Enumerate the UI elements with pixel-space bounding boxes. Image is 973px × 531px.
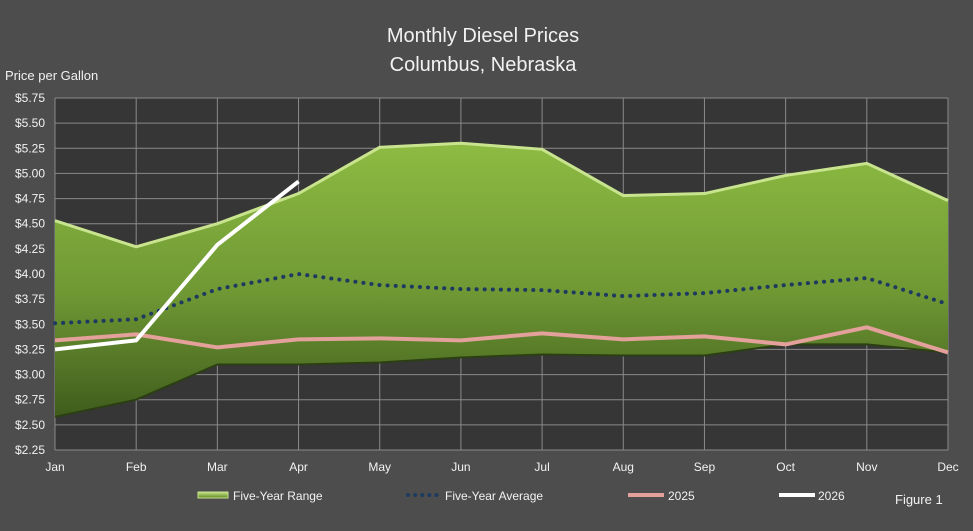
y-tick-label: $2.25 xyxy=(15,443,45,457)
y-tick-label: $5.25 xyxy=(15,141,45,155)
y-tick-label: $4.75 xyxy=(15,192,45,206)
legend-label-2026: 2026 xyxy=(818,489,845,503)
x-tick-label: Aug xyxy=(613,460,634,474)
y-tick-label: $2.75 xyxy=(15,393,45,407)
five-year-range-layer xyxy=(54,141,949,418)
legend: Five-Year Range Five-Year Average 2025 2… xyxy=(197,489,845,503)
y-tick-label: $5.50 xyxy=(15,116,45,130)
y-tick-label: $4.25 xyxy=(15,242,45,256)
y-axis-ticks: $2.25 $2.50 $2.75 $3.00 $3.25 $3.50 $3.75 $4.00… xyxy=(15,91,45,457)
legend-label-five-year-average: Five-Year Average xyxy=(445,489,543,503)
legend-swatch-five-year-range xyxy=(197,491,229,499)
y-axis-label: Price per Gallon xyxy=(5,68,98,83)
x-tick-label: Jan xyxy=(45,460,64,474)
y-tick-label: $3.50 xyxy=(15,317,45,331)
y-tick-label: $4.50 xyxy=(15,217,45,231)
x-tick-label: Oct xyxy=(776,460,795,474)
y-tick-label: $5.00 xyxy=(15,166,45,180)
series-line-2026 xyxy=(54,179,300,352)
five-year-range-high-edge xyxy=(54,141,949,249)
x-tick-label: Jul xyxy=(534,460,549,474)
legend-label-five-year-range: Five-Year Range xyxy=(233,489,323,503)
five-year-range-area xyxy=(55,143,948,417)
x-tick-label: Sep xyxy=(694,460,716,474)
series-line-five-year-average xyxy=(53,272,950,326)
five-year-range-low-edge xyxy=(54,343,949,418)
y-tick-label: $5.75 xyxy=(15,91,45,105)
x-tick-label: Mar xyxy=(207,460,228,474)
x-tick-label: Apr xyxy=(289,460,308,474)
y-tick-label: $2.50 xyxy=(15,418,45,432)
chart-title: Monthly Diesel Prices xyxy=(387,25,579,47)
x-tick-label: May xyxy=(368,460,391,474)
x-tick-label: Dec xyxy=(937,460,958,474)
x-tick-label: Jun xyxy=(451,460,470,474)
figure-label: Figure 1 xyxy=(895,492,943,507)
chart-subtitle: Columbus, Nebraska xyxy=(390,54,578,76)
x-tick-label: Feb xyxy=(126,460,147,474)
series-lines-layer xyxy=(53,179,950,355)
x-tick-label: Nov xyxy=(856,460,877,474)
y-tick-label: $3.25 xyxy=(15,342,45,356)
y-tick-label: $3.00 xyxy=(15,368,45,382)
y-tick-label: $4.00 xyxy=(15,267,45,281)
legend-label-2025: 2025 xyxy=(668,489,695,503)
x-axis-ticks: Jan Feb Mar Apr May Jun Jul Aug Sep Oct Nov Dec xyxy=(45,460,958,474)
y-tick-label: $3.75 xyxy=(15,292,45,306)
series-line-2025 xyxy=(54,325,949,355)
